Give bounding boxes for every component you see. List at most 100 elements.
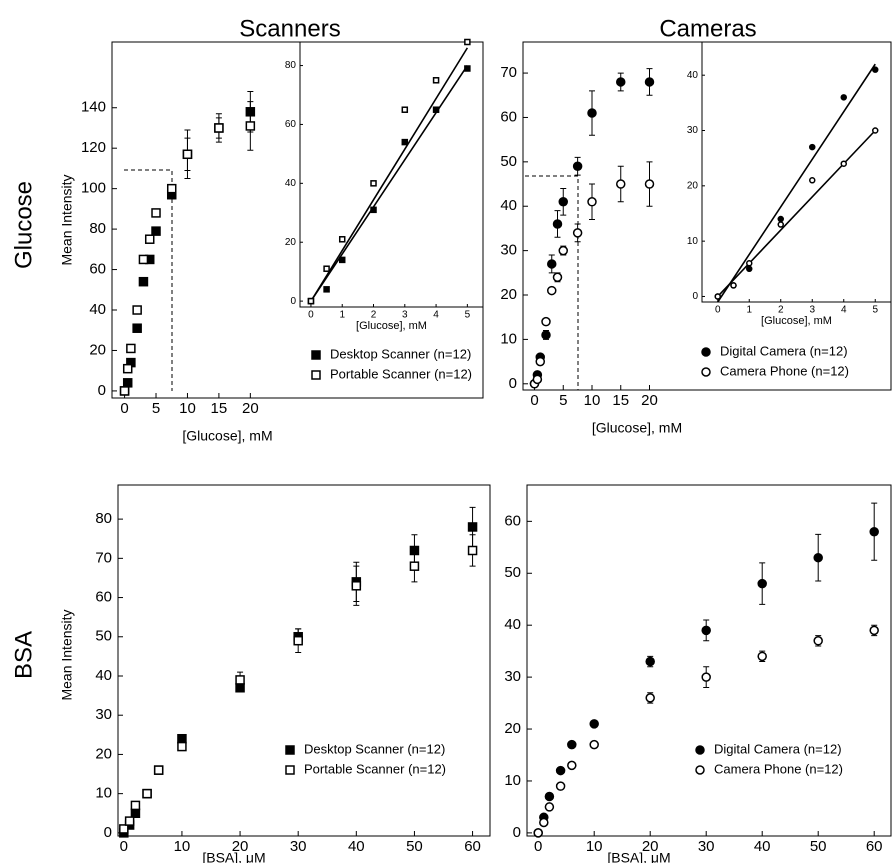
marker — [544, 802, 555, 812]
marker — [119, 824, 129, 834]
x-tick-label: 10 — [584, 392, 601, 409]
marker — [757, 651, 767, 662]
y-tick-label: 40 — [285, 178, 297, 189]
y-tick-label: 10 — [500, 330, 517, 347]
marker — [572, 228, 583, 238]
marker — [558, 197, 568, 207]
y-tick-label: 40 — [500, 197, 517, 214]
legend-label: Portable Scanner (n=12) — [330, 366, 472, 381]
x-tick-label: 20 — [242, 400, 259, 417]
marker — [589, 739, 599, 750]
x-tick-label: 10 — [586, 838, 603, 855]
x-tick-label: 10 — [174, 838, 191, 855]
marker — [293, 635, 303, 646]
legend-label: Desktop Scanner (n=12) — [330, 346, 471, 361]
marker — [539, 817, 549, 828]
marker — [533, 828, 543, 838]
marker — [370, 180, 377, 187]
marker — [567, 739, 577, 750]
marker — [151, 208, 161, 218]
x-axis-label: [Glucose], mM — [182, 428, 272, 444]
y-tick-label: 60 — [504, 512, 521, 529]
marker — [138, 254, 149, 265]
marker — [153, 765, 164, 775]
x-tick-label: 2 — [371, 310, 377, 321]
x-tick-label: 0 — [308, 310, 314, 321]
x-tick-label: 10 — [179, 400, 196, 417]
marker — [645, 693, 655, 703]
x-tick-label: 1 — [339, 310, 345, 321]
marker — [214, 123, 224, 133]
y-tick-label: 40 — [89, 301, 106, 318]
y-tick-label: 30 — [95, 706, 112, 723]
zoom-region — [525, 175, 579, 390]
x-tick-label: 5 — [559, 392, 567, 409]
marker — [587, 197, 597, 207]
plot-frame — [117, 484, 491, 837]
plot-frame — [701, 41, 892, 303]
marker — [813, 552, 823, 563]
marker — [370, 206, 377, 214]
y-tick-label: 0 — [104, 824, 112, 841]
marker — [809, 177, 816, 184]
x-tick-label: 0 — [530, 392, 538, 409]
y-tick-label: 50 — [500, 153, 517, 170]
x-tick-label: 20 — [232, 838, 249, 855]
legend-label: Camera Phone (n=12) — [720, 363, 849, 378]
y-tick-label: 20 — [285, 237, 297, 248]
y-tick-label: 20 — [95, 745, 112, 762]
y-tick-label: 0 — [290, 296, 296, 307]
y-tick-label: 60 — [500, 108, 517, 125]
marker — [130, 800, 141, 811]
marker — [177, 741, 187, 752]
marker — [166, 183, 177, 194]
y-tick-label: 120 — [81, 139, 106, 156]
marker — [351, 581, 362, 591]
x-tick-label: 15 — [211, 400, 228, 417]
marker — [130, 808, 141, 819]
marker — [757, 578, 767, 589]
marker — [547, 285, 557, 296]
marker — [587, 108, 597, 118]
marker — [701, 625, 711, 636]
marker — [132, 323, 142, 333]
y-tick-label: 30 — [500, 242, 517, 259]
marker — [695, 765, 705, 775]
marker — [464, 65, 471, 72]
marker — [840, 94, 847, 101]
marker — [119, 386, 130, 396]
marker — [182, 149, 193, 160]
marker — [467, 522, 478, 532]
marker — [777, 215, 784, 223]
fit-line — [717, 129, 876, 298]
y-tick-label: 80 — [95, 510, 112, 527]
marker — [467, 545, 478, 556]
x-tick-label: 2 — [778, 305, 784, 316]
marker — [464, 38, 471, 46]
legend-label: Camera Phone (n=12) — [714, 761, 843, 776]
x-tick-label: 15 — [612, 392, 629, 409]
marker — [177, 733, 187, 744]
marker — [235, 675, 245, 685]
marker — [432, 106, 440, 113]
y-axis-label: Mean Intensity — [59, 609, 75, 700]
x-tick-label: 5 — [872, 305, 878, 316]
fit-line — [310, 47, 469, 302]
marker — [401, 138, 409, 146]
x-tick-label: 20 — [641, 392, 658, 409]
marker — [547, 259, 557, 269]
y-tick-label: 70 — [95, 549, 112, 566]
y-tick-label: 40 — [687, 70, 699, 81]
column-title: Scanners — [239, 15, 340, 42]
marker — [338, 256, 346, 264]
row-title: BSA — [10, 631, 37, 679]
y-tick-label: 0 — [98, 382, 106, 399]
y-tick-label: 0 — [513, 824, 521, 841]
x-axis-label: [BSA], μM — [202, 850, 265, 863]
marker — [323, 286, 330, 293]
marker — [714, 293, 721, 300]
marker — [616, 77, 626, 87]
marker — [401, 106, 409, 113]
y-tick-label: 20 — [504, 720, 521, 737]
